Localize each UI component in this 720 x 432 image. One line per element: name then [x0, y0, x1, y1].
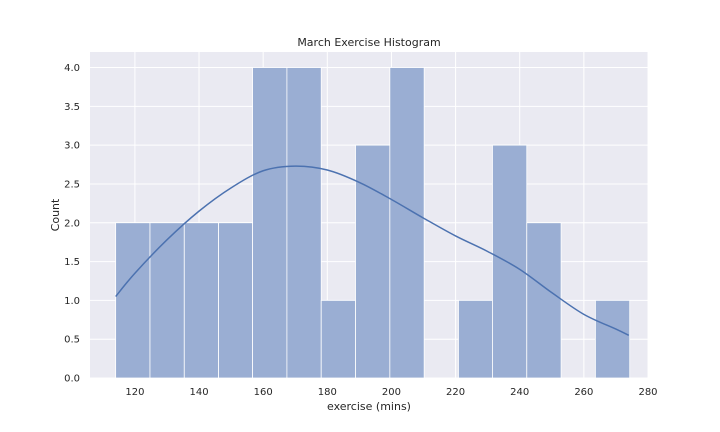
x-tick-label: 140: [189, 387, 208, 398]
y-tick-label: 3.0: [64, 141, 80, 152]
y-tick-label: 4.0: [64, 63, 80, 74]
x-axis-ticks: 120 140 160 180 200 220 240 260 280: [125, 387, 657, 398]
histogram-bar: [286, 67, 322, 379]
y-tick-label: 1.0: [64, 296, 80, 307]
x-tick-label: 260: [574, 387, 593, 398]
histogram-bar: [320, 299, 356, 379]
x-tick-label: 240: [510, 387, 529, 398]
y-tick-label: 3.5: [64, 102, 80, 113]
histogram-bars: [115, 67, 631, 379]
y-axis-label: Count: [49, 198, 62, 231]
histogram-bar: [595, 299, 631, 379]
x-axis-label: exercise (mins): [327, 400, 411, 413]
chart-title: March Exercise Histogram: [297, 36, 440, 49]
y-tick-label: 0.5: [64, 335, 80, 346]
y-tick-label: 2.5: [64, 179, 80, 190]
histogram-bar: [115, 222, 151, 379]
x-tick-label: 280: [638, 387, 657, 398]
histogram-bar: [492, 144, 528, 379]
histogram-bar: [218, 222, 253, 379]
histogram-bar: [389, 67, 425, 379]
histogram-bar: [183, 222, 219, 379]
histogram-bar: [526, 222, 562, 379]
x-tick-label: 120: [125, 387, 144, 398]
y-tick-label: 1.5: [64, 257, 80, 268]
kde-curve: [115, 165, 630, 336]
y-axis-ticks: 0.0 0.5 1.0 1.5 2.0 2.5 3.0 3.5 4.0: [64, 63, 80, 384]
histogram-bar: [458, 299, 493, 379]
x-tick-label: 180: [318, 387, 337, 398]
histogram-bar: [355, 144, 391, 379]
x-tick-label: 160: [254, 387, 273, 398]
y-tick-label: 0.0: [64, 374, 80, 385]
histogram-bar: [149, 222, 185, 379]
x-tick-label: 200: [382, 387, 401, 398]
y-tick-label: 2.0: [64, 218, 80, 229]
x-tick-label: 220: [446, 387, 465, 398]
histogram-bar: [252, 67, 288, 379]
